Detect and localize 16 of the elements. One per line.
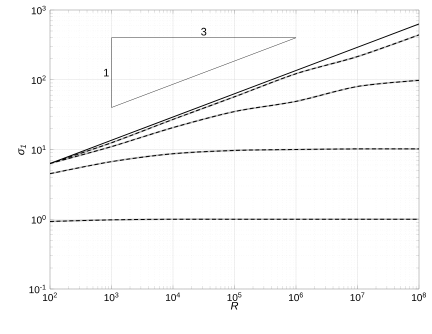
x-tick-label: 10$^{7}$ <box>350 292 364 302</box>
y-tick-label: 10$^{2}$ <box>32 75 46 84</box>
x-tick-label: 10$^{6}$ <box>289 292 303 302</box>
y-tick-label: 10$^{0}$ <box>32 214 46 224</box>
x-axis-title: R <box>230 302 238 310</box>
annotation: 3 <box>201 28 206 36</box>
annotation: 1 <box>104 68 109 76</box>
x-tick-label: 10$^{8}$ <box>412 292 426 302</box>
x-tick-label: 10$^{5}$ <box>228 292 242 302</box>
y-tick-label: 10$^{-1}$ <box>29 284 46 294</box>
y-tick-label: 10$^{3}$ <box>32 6 46 14</box>
y-tick-label: 10$^{1}$ <box>32 145 46 154</box>
x-tick-label: 10$^{3}$ <box>104 292 118 302</box>
y-axis-title: σ$_{1}$ <box>18 144 26 155</box>
x-tick-label: 10$^{2}$ <box>43 292 57 302</box>
x-tick-label: 10$^{4}$ <box>166 292 180 302</box>
